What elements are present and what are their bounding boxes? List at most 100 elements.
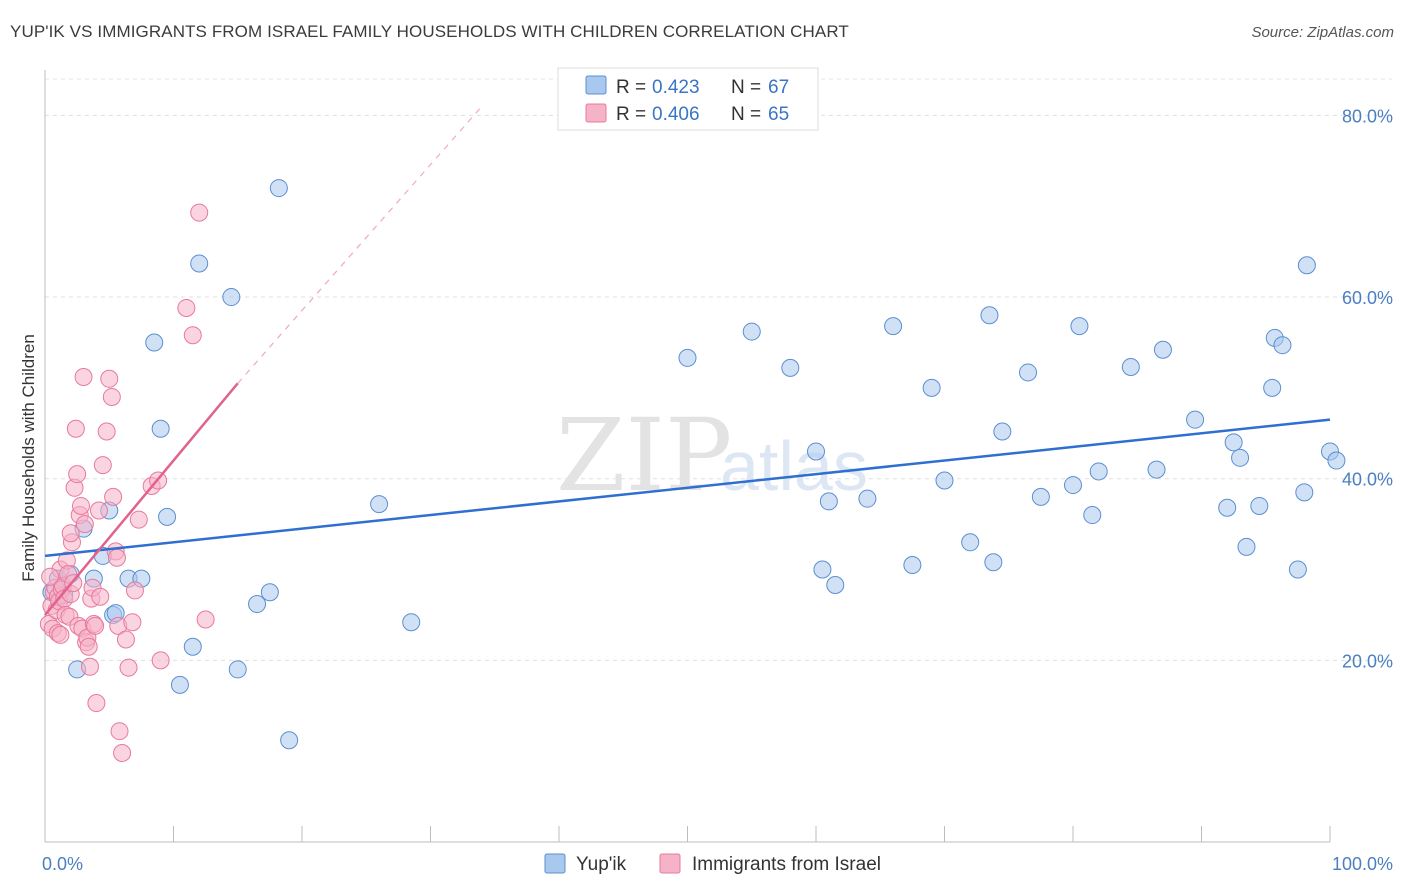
- tick-labels: 20.0% 40.0% 60.0% 80.0% 0.0% 100.0%: [42, 106, 1393, 874]
- legend-bottom: Yup'ik Immigrants from Israel: [544, 853, 881, 875]
- point-yupik: [222, 288, 241, 307]
- chart-title: YUP'IK VS IMMIGRANTS FROM ISRAEL FAMILY …: [10, 22, 849, 41]
- point-yupik: [1121, 357, 1140, 376]
- gridlines: [45, 78, 1392, 661]
- point-yupik: [1218, 498, 1237, 517]
- point-israel: [68, 465, 87, 484]
- y-tick-label: 80.0%: [1342, 106, 1393, 126]
- point-israel: [119, 658, 138, 677]
- point-yupik: [1153, 340, 1172, 359]
- legend-n-value-yupik: 67: [768, 77, 789, 98]
- x-tick-label: 0.0%: [42, 854, 83, 874]
- bottom-legend-swatch-yupik: [544, 853, 566, 874]
- legend-r-value-israel: 0.406: [652, 104, 700, 125]
- point-israel: [113, 743, 132, 762]
- source-label: Source: ZipAtlas.com: [1251, 24, 1394, 41]
- point-yupik: [183, 637, 202, 656]
- point-yupik: [742, 322, 761, 341]
- point-israel: [91, 587, 110, 606]
- trend-line-israel-extension: [237, 105, 483, 384]
- watermark: ZIP atlas: [556, 397, 868, 514]
- point-yupik: [1295, 483, 1314, 502]
- point-yupik: [280, 731, 299, 750]
- y-tick-label: 40.0%: [1342, 470, 1393, 490]
- point-yupik: [1327, 451, 1346, 470]
- point-yupik: [826, 575, 845, 594]
- point-yupik: [884, 317, 903, 336]
- legend-n-label-yupik: N =: [731, 77, 761, 98]
- point-israel: [100, 369, 119, 388]
- legend-r-label-yupik: R =: [616, 77, 646, 98]
- point-yupik: [922, 378, 941, 397]
- point-yupik: [1019, 363, 1038, 382]
- point-yupik: [935, 471, 954, 490]
- point-yupik: [678, 348, 697, 367]
- point-yupik: [1147, 460, 1166, 479]
- data-points: [39, 179, 1346, 762]
- point-israel: [97, 422, 116, 441]
- watermark-zip: ZIP: [556, 397, 732, 514]
- point-yupik: [1186, 410, 1205, 429]
- point-yupik: [228, 660, 247, 679]
- legend-n-label-israel: N =: [731, 104, 761, 125]
- point-yupik: [1224, 433, 1243, 452]
- point-israel: [80, 657, 99, 676]
- point-israel: [66, 419, 85, 438]
- point-yupik: [807, 442, 825, 461]
- point-yupik: [813, 560, 832, 579]
- point-israel: [116, 630, 135, 649]
- trend-line-israel: [44, 382, 239, 616]
- point-israel: [104, 487, 123, 506]
- bottom-legend-swatch-israel: [659, 853, 681, 874]
- legend-r-value-yupik: 0.423: [652, 77, 700, 98]
- point-yupik: [1288, 560, 1307, 579]
- point-yupik: [1231, 448, 1250, 467]
- point-yupik: [1064, 476, 1082, 495]
- point-yupik: [269, 179, 288, 198]
- point-israel: [89, 501, 108, 520]
- point-yupik: [1250, 496, 1269, 515]
- point-israel: [86, 616, 105, 635]
- point-israel: [41, 567, 60, 586]
- legend-top: R = 0.423 N = 67 R = 0.406 N = 65: [557, 67, 819, 131]
- legend-r-label-israel: R =: [616, 104, 646, 125]
- point-israel: [87, 694, 106, 713]
- point-yupik: [858, 489, 877, 508]
- point-israel: [196, 610, 215, 629]
- trend-line-yupik: [44, 418, 1331, 558]
- watermark-atlas: atlas: [720, 427, 868, 505]
- trend-lines: [44, 105, 1331, 616]
- point-israel: [110, 722, 129, 741]
- y-tick-label: 20.0%: [1342, 651, 1393, 671]
- y-axis-label: Family Households with Children: [19, 334, 38, 582]
- point-yupik: [170, 675, 189, 694]
- point-israel: [177, 298, 196, 317]
- point-israel: [51, 625, 70, 644]
- x-tick-label: 100.0%: [1332, 854, 1393, 874]
- point-yupik: [1083, 506, 1102, 525]
- point-yupik: [158, 507, 177, 526]
- bottom-legend-label-israel: Immigrants from Israel: [692, 854, 881, 875]
- point-yupik: [370, 495, 389, 514]
- point-yupik: [961, 533, 980, 552]
- point-israel: [129, 510, 148, 529]
- point-israel: [61, 524, 80, 543]
- point-israel: [75, 515, 94, 534]
- point-israel: [183, 326, 202, 345]
- point-yupik: [151, 419, 170, 438]
- axes: [44, 70, 1331, 843]
- point-yupik: [781, 358, 800, 377]
- point-yupik: [1070, 317, 1089, 336]
- point-israel: [71, 496, 90, 515]
- point-yupik: [984, 553, 1003, 572]
- point-israel: [93, 456, 112, 475]
- point-yupik: [1297, 256, 1316, 275]
- point-israel: [125, 581, 144, 600]
- point-yupik: [1237, 537, 1256, 556]
- point-yupik: [260, 583, 279, 602]
- point-israel: [79, 637, 98, 656]
- point-yupik: [1089, 462, 1108, 481]
- point-yupik: [1263, 378, 1282, 397]
- point-yupik: [145, 333, 164, 352]
